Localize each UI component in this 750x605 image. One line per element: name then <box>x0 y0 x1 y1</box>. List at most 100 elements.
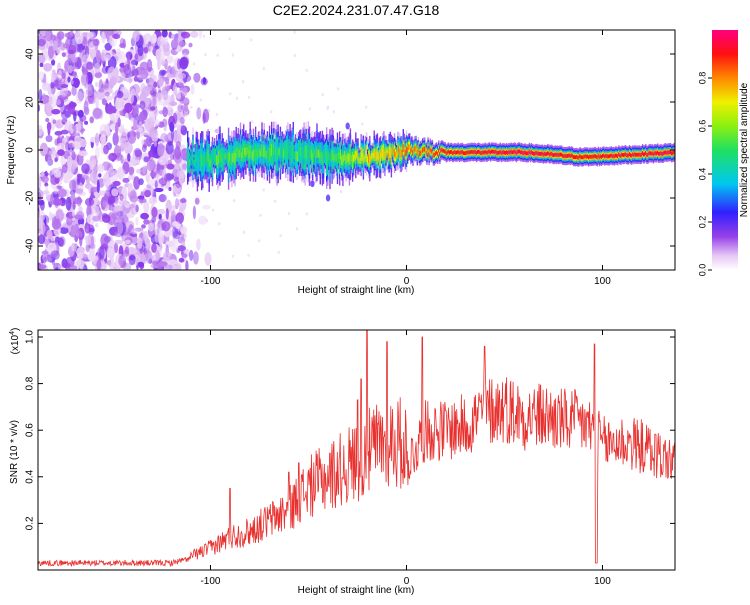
spectrogram-signal-cell <box>506 150 508 155</box>
spectrogram-signal-cell <box>604 154 606 159</box>
spectrogram-noise-cell <box>190 30 199 38</box>
spectrogram-noise-cell <box>305 212 308 216</box>
spectrogram-signal-cell <box>243 146 245 158</box>
spectrogram-noise-cell <box>72 209 76 217</box>
spectrogram-noise-cell <box>157 143 165 157</box>
spectrogram-noise-cell <box>131 59 137 66</box>
spectrogram-noise-cell <box>54 138 59 146</box>
spectrogram-spur <box>310 180 315 188</box>
spectrogram-signal-cell <box>544 152 547 157</box>
spectrogram-signal-cell <box>653 151 656 156</box>
spectrogram-signal-cell <box>557 153 560 157</box>
spectrogram-signal-cell <box>568 153 570 158</box>
spectrogram-signal-cell <box>321 152 324 164</box>
spectrogram-signal-cell <box>651 151 653 156</box>
spectrogram-noise-cell <box>152 90 157 97</box>
spectrogram-signal-cell <box>293 151 296 159</box>
spectrogram-noise-cell <box>116 90 124 99</box>
spectrogram-signal-cell <box>295 151 298 162</box>
spectrogram-signal-cell <box>418 151 421 157</box>
spectrogram-signal-cell <box>308 150 311 163</box>
spectrogram-signal-cell <box>528 149 531 154</box>
spectrogram-signal-cell <box>548 151 550 156</box>
spectrogram-signal-cell <box>294 151 297 161</box>
spectrogram-signal-cell <box>345 154 347 165</box>
spectrogram-signal-cell <box>480 151 482 155</box>
spectrogram-noise-cell <box>166 74 175 79</box>
snr-frame <box>37 329 676 571</box>
spectrogram-noise-cell <box>117 30 122 36</box>
spectrogram-noise-cell <box>139 61 149 71</box>
spectrogram-signal-cell <box>187 152 189 164</box>
spectrogram-noise-cell <box>106 246 116 259</box>
spectrogram-noise-cell <box>326 107 329 111</box>
spectrogram-noise-cell <box>143 219 150 225</box>
spectrogram-noise-cell <box>123 141 133 154</box>
spectrogram-signal-cell <box>327 154 329 166</box>
spectrogram-noise-cell <box>247 253 250 257</box>
spectrogram-noise-cell <box>164 264 173 270</box>
spectrogram-signal-cell <box>288 145 290 153</box>
spectrogram-signal-cell <box>194 157 196 166</box>
spectrogram-signal-cell <box>203 158 205 168</box>
spectrogram-noise-cell <box>95 97 99 111</box>
spectrogram-signal-cell <box>525 151 527 156</box>
colorbar-tick-label: 0.6 <box>697 120 707 133</box>
spectrogram-signal-cell <box>416 150 418 156</box>
spectrogram-signal-cell <box>426 151 428 156</box>
spectrogram-signal-cell <box>492 149 494 154</box>
spectrogram-signal-cell <box>668 150 671 155</box>
spectrogram-noise-cell <box>80 72 89 87</box>
spectrogram-noise-cell <box>151 260 157 265</box>
spectrogram-noise-cell <box>77 109 84 118</box>
spectrogram-signal-cell <box>495 149 497 154</box>
spectrogram-signal-cell <box>424 146 426 152</box>
spectrogram-noise-cell <box>321 93 324 97</box>
spectrogram-signal-cell <box>267 151 270 160</box>
spectrogram-noise-cell <box>202 34 206 38</box>
spectrogram-signal-cell <box>465 151 467 155</box>
spectrogram-noise-cell <box>138 120 143 134</box>
spectrogram-signal-cell <box>531 151 534 155</box>
spectrogram-noise-cell <box>138 197 147 204</box>
snr-x-ticks: -100 0 100 <box>200 330 611 587</box>
spectrogram-noise-cell <box>148 222 155 232</box>
spectrogram-noise-cell <box>182 163 188 170</box>
spectrogram-noise-cell <box>140 212 150 220</box>
spectrogram-noise-cell <box>165 55 174 64</box>
spectrogram-signal-cell <box>353 154 355 162</box>
spectrogram-signal-cell <box>230 153 232 164</box>
spectrogram-y-tick-label: 20 <box>25 96 36 108</box>
spectrogram-noise-cell <box>180 125 186 131</box>
spectrogram-signal-cell <box>497 151 499 155</box>
spectrogram-signal-cell <box>264 148 266 157</box>
spectrogram-spur <box>302 134 307 142</box>
spectrogram-signal-cell <box>509 150 511 155</box>
spectrogram-signal-cell <box>641 151 644 155</box>
spectrogram-noise-cell <box>151 206 158 218</box>
colorbar-ticks: 0.0 0.2 0.4 0.6 0.8 <box>697 72 712 276</box>
spectrogram-noise-cell <box>113 242 119 254</box>
spectrogram-signal-cell <box>627 153 630 158</box>
spectrogram-noise-cell <box>81 163 90 174</box>
spectrogram-signal-cell <box>357 152 359 161</box>
spectrogram-noise-cell <box>76 178 81 186</box>
spectrogram-signal-cell <box>360 150 362 160</box>
spectrogram-signal-cell <box>671 151 673 156</box>
spectrogram-signal-cell <box>496 150 498 155</box>
spectrogram-noise-cell <box>95 145 100 160</box>
spectrogram-noise-cell <box>204 53 207 57</box>
spectrogram-spur <box>316 132 321 140</box>
spectrogram-noise-cell <box>158 77 164 87</box>
spectrogram-signal-cell <box>445 151 448 156</box>
spectrogram-noise-cell <box>153 141 158 147</box>
spectrogram-noise-cell <box>175 112 182 121</box>
spectrogram-signal-cell <box>562 153 564 158</box>
spectrogram-signal-cell <box>252 149 255 161</box>
spectrogram-signal-cell <box>304 149 306 163</box>
spectrogram-signal-cell <box>519 149 521 154</box>
spectrogram-noise-cell <box>73 78 80 89</box>
spectrogram-signal-cell <box>602 154 604 158</box>
spectrogram-noise-cell <box>133 176 141 190</box>
spectrogram-noise-cell <box>78 150 88 157</box>
